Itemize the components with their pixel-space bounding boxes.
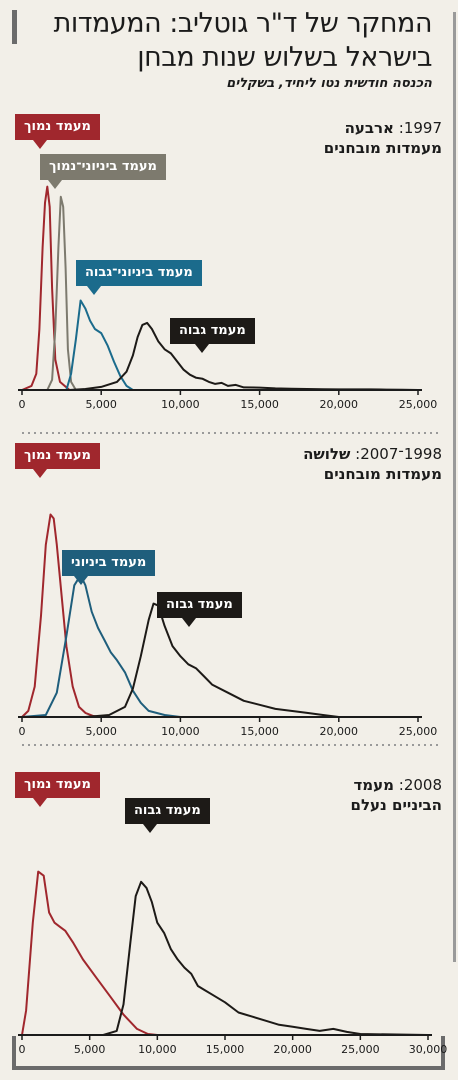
panel-year: 1998־2007 [360,445,442,463]
tag-high-1997: מעמד גבוה [170,318,255,353]
panel-label-bold: ארבעה [344,119,394,137]
x-tick-label: 15,000 [240,725,279,738]
x-tick-label: 5,000 [74,1043,106,1056]
series-line-low [21,513,418,718]
chart-panel-1998-2007: 0 5,000 10,000 15,000 20,000 25,000 [18,513,438,738]
page-title-line1: המחקר של ד"ר גוטליב: המעמדות [53,8,433,39]
frame-right-rail [453,12,456,962]
x-tick-label: 25,000 [341,1043,380,1056]
frame-bottom-line [12,1066,445,1070]
x-tick-label: 30,000 [409,1043,448,1056]
x-tick-label: 25,000 [399,398,438,411]
series-line-low [21,870,428,1036]
tag-upper-middle-1997: מעמד ביניוני־גבוה [76,260,202,295]
x-tick-label: 15,000 [240,398,279,411]
panel-label-bold: שלושה [303,445,351,463]
tag-low-2008: מעמד נמוך [15,772,100,807]
panel-label-2008: 2008: מעמד הביניים נעלם [350,776,442,814]
tag-high-2008: מעמד גבוה [125,798,210,833]
x-tick-label: 25,000 [399,725,438,738]
chart-panel-2008: 0 5,000 10,000 15,000 20,000 25,000 30,000 [18,870,448,1056]
panel-label-1997: 1997: ארבעה מעמדות מובחנים [323,119,442,157]
frame-bottom-right [441,1036,445,1070]
series-line-middle [21,574,418,718]
series-line-low [21,185,418,391]
panel-year: 1997 [403,119,442,137]
x-tick-label: 10,000 [161,725,200,738]
series-line-high [22,880,429,1036]
frame-bottom-left [12,1036,16,1070]
tag-middle-1998-2007: מעמד ביניוני [62,550,156,585]
x-tick-label: 0 [19,725,26,738]
x-tick-label: 10,000 [161,398,200,411]
page-subtitle: הכנסה חודשית נטו ליחיד, בשקלים [226,76,432,91]
panel-label-1998-2007: 1998־2007: שלושה מעמדות מובחנים [303,445,442,483]
panel-label-line2: מעמדות מובחנים [323,139,442,157]
series-line-high [22,602,418,718]
frame-top-left [12,10,17,44]
x-tick-label: 10,000 [138,1043,177,1056]
x-tick-label: 20,000 [320,725,359,738]
x-tick-label: 0 [19,1043,26,1056]
series-line-upper_middle [22,299,418,391]
panel-label-line2: הביניים נעלם [350,796,442,814]
tag-lower-middle-1997: מעמד ביניוני־נמוך [40,154,166,189]
tag-high-1998-2007: מעמד גבוה [157,592,242,627]
x-tick-label: 5,000 [85,725,117,738]
panel-year: 2008 [403,776,442,794]
x-tick-label: 0 [19,398,26,411]
x-tick-label: 20,000 [320,398,359,411]
x-tick-label: 5,000 [85,398,117,411]
page-title-line2: בישראל בשלוש שנות מבחן [137,42,432,73]
x-tick-label: 20,000 [273,1043,312,1056]
x-tick-label: 15,000 [206,1043,245,1056]
panel-label-bold: מעמד [353,776,394,794]
tag-low-1997: מעמד נמוך [15,114,100,149]
chart-panel-1997: 0 5,000 10,000 15,000 20,000 25,000 [18,185,438,411]
series-line-lower_middle [22,195,418,391]
panel-label-line2: מעמדות מובחנים [323,465,442,483]
tag-low-1998-2007: מעמד נמוך [15,443,100,478]
